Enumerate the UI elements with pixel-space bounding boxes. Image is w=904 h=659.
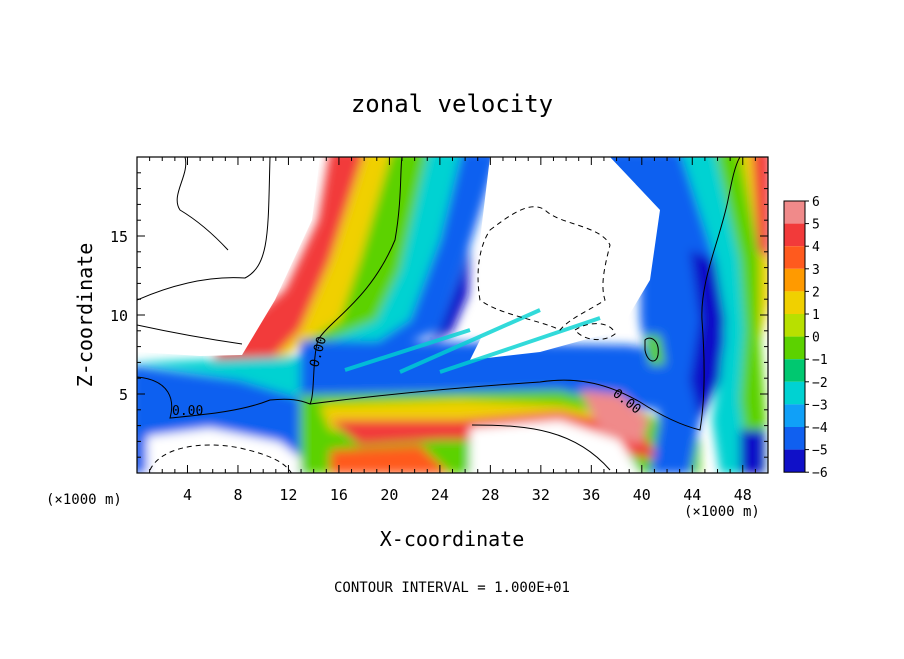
colorbar-label: −1: [812, 353, 828, 368]
colorbar-label: 3: [812, 263, 820, 278]
y-tick-label: 15: [110, 228, 128, 246]
x-tick-label: 40: [633, 486, 651, 504]
colorbar-swatch: [784, 291, 805, 314]
colorbar-swatch: [784, 246, 805, 269]
x-tick-label: 4: [183, 486, 192, 504]
x-tick-label: 48: [734, 486, 752, 504]
x-axis-label: X-coordinate: [380, 527, 525, 551]
colorbar-label: −6: [812, 466, 828, 481]
x-tick-label: 32: [532, 486, 550, 504]
upper-left-white-region: [137, 157, 320, 356]
x-axis-unit-left: (×1000 m): [46, 492, 122, 508]
colorbar-swatch: [784, 449, 805, 473]
colorbar-swatch: [784, 404, 805, 427]
colorbar-label: 1: [812, 308, 820, 323]
y-tick-label: 5: [119, 386, 128, 404]
colorbar-swatch: [784, 427, 805, 450]
contour-lines: [137, 157, 741, 471]
x-tick-label: 24: [431, 486, 449, 504]
x-tick-label: 12: [279, 486, 297, 504]
colorbar-swatch: [784, 359, 805, 382]
colorbar-label: 2: [812, 285, 820, 300]
y-axis-ticks: 5 10 15: [110, 172, 768, 458]
colorbar: 6 5 4 3 2 1 0 −1 −2 −3 −4 −5 −6: [783, 195, 828, 481]
colorbar-swatch: [784, 336, 805, 360]
x-tick-label: 28: [481, 486, 499, 504]
colorbar-label: 4: [812, 240, 820, 255]
colorbar-label: 6: [812, 195, 820, 210]
y-tick-label: 10: [110, 307, 128, 325]
colorbar-label: −3: [812, 398, 828, 413]
colorbar-label: −5: [812, 444, 828, 459]
colorbar-swatch: [784, 223, 805, 247]
colorbar-swatch: [784, 268, 805, 292]
colorbar-swatch: [784, 381, 805, 405]
colorbar-label: 0: [812, 331, 820, 346]
upper-middle-white-region: [470, 157, 660, 360]
colorbar-label: −2: [812, 376, 828, 391]
contour-label: 0.00: [172, 404, 203, 419]
x-tick-label: 44: [683, 486, 701, 504]
colorbar-label: 5: [812, 218, 820, 233]
colorbar-swatch: [784, 201, 805, 224]
x-tick-label: 36: [582, 486, 600, 504]
dashed-contour-lines: [149, 206, 616, 473]
plot-field: 0.00 0.00 0.00: [137, 157, 768, 473]
y-axis-label: Z-coordinate: [73, 243, 97, 388]
x-tick-label: 8: [233, 486, 242, 504]
x-axis-ticks: 4 8 12 16 20 24 28 32 36 40 44 48: [149, 157, 756, 504]
colorbar-swatch: [784, 314, 805, 337]
x-tick-label: 16: [330, 486, 348, 504]
colorbar-label: −4: [812, 421, 828, 436]
chart-title: zonal velocity: [351, 90, 553, 118]
x-axis-unit-right: (×1000 m): [684, 504, 760, 520]
x-tick-label: 20: [380, 486, 398, 504]
contour-interval-note: CONTOUR INTERVAL = 1.000E+01: [334, 580, 570, 596]
